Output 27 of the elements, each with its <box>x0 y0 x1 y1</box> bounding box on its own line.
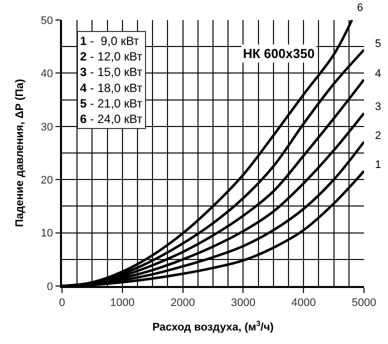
x-tick-label: 3000 <box>230 296 256 309</box>
annotation: 6 - 24,0 кВт <box>80 112 143 126</box>
annotation: НК 600x350 <box>243 46 315 61</box>
x-tick-label: 5000 <box>352 296 376 309</box>
x-tick-label: 0 <box>58 296 66 309</box>
y-tick-label: 0 <box>46 280 54 293</box>
x-axis-title: Расход воздуха, (м$^{3}$/ч) <box>152 319 274 334</box>
annotation: 3 - 15,0 кВт <box>80 65 143 80</box>
y-tick-label: 40 <box>40 68 54 80</box>
x-tick-label: 1000 <box>110 296 135 309</box>
annotation: 4 - 18,0 кВт <box>80 80 143 95</box>
y-tick-label: 50 <box>40 14 54 27</box>
y-tick-label: 30 <box>40 121 54 134</box>
y-axis-title: Падение давления, ΔР (Па) <box>14 78 26 227</box>
series-label: 5 <box>375 38 382 50</box>
series-label: 1 <box>375 159 382 171</box>
annotation: 1 - 9,0 кВт <box>80 34 140 48</box>
x-tick-label: 2000 <box>170 296 196 309</box>
y-tick-label: 20 <box>40 174 54 186</box>
series-label: 2 <box>375 130 382 142</box>
series-label: 3 <box>375 101 382 113</box>
annotation: 5 - 21,0 кВт <box>80 96 143 110</box>
series-label: 6 <box>357 2 364 14</box>
y-tick-label: 10 <box>40 228 54 240</box>
annotation: 2 - 12,0 кВт <box>80 50 143 64</box>
x-tick-label: 4000 <box>291 296 316 309</box>
series-label: 4 <box>375 68 382 80</box>
